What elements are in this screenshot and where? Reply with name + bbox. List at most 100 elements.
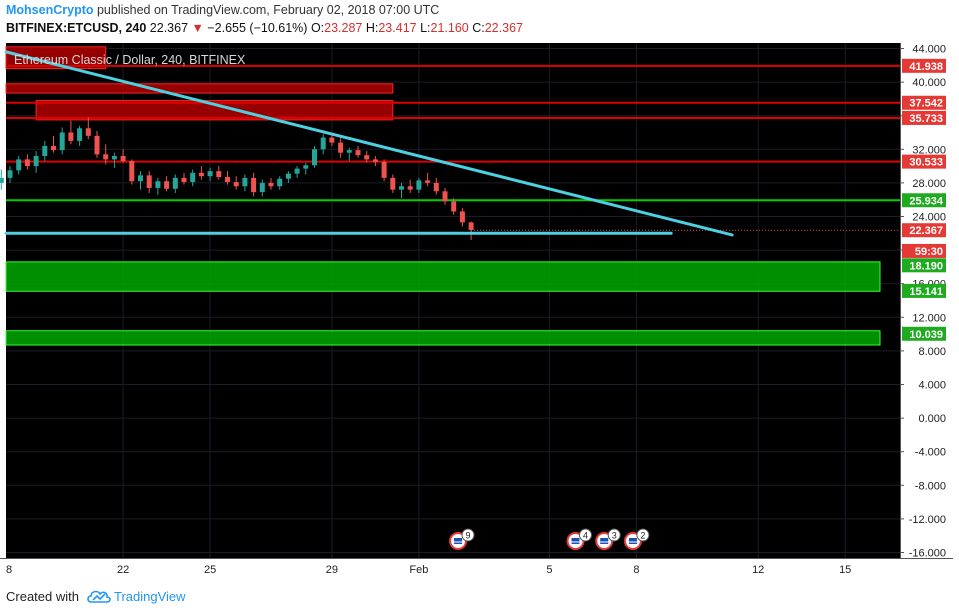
candle-body xyxy=(381,161,387,178)
candle-body xyxy=(425,180,431,183)
flag-canton xyxy=(454,538,463,544)
candle-body xyxy=(225,177,230,183)
candle-body xyxy=(207,171,213,177)
price-tag xyxy=(902,223,946,238)
chart-background xyxy=(6,43,900,558)
candle-body xyxy=(138,175,143,182)
open-label: O: xyxy=(310,21,325,35)
event-count-badge xyxy=(636,528,650,542)
x-tick-label: Feb xyxy=(409,564,428,576)
event-count-badge xyxy=(607,528,621,542)
candle-body xyxy=(303,165,309,169)
price-tag xyxy=(902,283,946,298)
symbol-line: BITFINEX:ETCUSD, 240 22.367 ▼ −2.655 (−1… xyxy=(6,21,523,35)
price-tag-label: 37.542 xyxy=(909,98,943,110)
candle-body xyxy=(190,172,196,183)
trend-line xyxy=(4,50,734,237)
price-tag-label: 35.733 xyxy=(909,113,943,125)
y-tick-label: 40.000 xyxy=(912,77,946,89)
event-count-badge xyxy=(579,528,592,542)
y-tick-label: -8.000 xyxy=(915,480,946,492)
candle-body xyxy=(172,177,178,189)
flag-canton xyxy=(600,538,609,544)
y-tick-label: 24.000 xyxy=(912,212,946,224)
y-tick-label: -12.000 xyxy=(909,514,946,526)
candle-body xyxy=(442,191,448,202)
candle-body xyxy=(51,145,56,151)
candle-body xyxy=(433,182,439,192)
candle-body xyxy=(285,173,291,179)
candle-body xyxy=(312,149,317,166)
price-tag-label: 18.190 xyxy=(909,260,943,272)
candle-body xyxy=(129,161,135,182)
event-count: 2 xyxy=(640,531,645,541)
event-count-badge xyxy=(461,528,475,542)
open-value: 23.287 xyxy=(324,21,363,35)
high-label: H: xyxy=(365,21,379,35)
flag-canton xyxy=(571,538,580,544)
candle-body xyxy=(24,159,30,167)
price-tag xyxy=(902,110,946,125)
candle-body xyxy=(216,171,222,178)
price-tag-label: 59:30 xyxy=(915,246,943,258)
tradingview-link[interactable]: TradingView xyxy=(114,589,186,604)
price-tag xyxy=(902,58,946,73)
time-axis[interactable] xyxy=(0,558,953,578)
price-tag-label: 25.934 xyxy=(909,195,944,207)
high-value: 23.417 xyxy=(378,21,417,35)
price-tag-label: 41.938 xyxy=(909,61,943,73)
y-tick-label: 8.000 xyxy=(918,346,946,358)
candle-body xyxy=(251,177,257,193)
candle-body xyxy=(33,156,39,167)
candle-body xyxy=(468,222,474,230)
candle-body xyxy=(155,181,161,188)
price-tag xyxy=(902,258,946,273)
candle-body xyxy=(372,159,378,162)
candle-body xyxy=(364,155,370,160)
low-label: L: xyxy=(420,21,431,35)
x-tick-label: 25 xyxy=(204,564,216,576)
y-tick-label: -4.000 xyxy=(915,447,946,459)
candle-body xyxy=(103,154,109,160)
price-tag-label: 30.533 xyxy=(909,157,943,169)
published-text: published on TradingView.com, February 0… xyxy=(96,3,440,17)
price-tag xyxy=(902,193,946,208)
candle-body xyxy=(94,135,100,155)
price-tag xyxy=(902,95,946,110)
price-zone xyxy=(5,261,881,292)
candle-body xyxy=(294,168,300,174)
candle-body xyxy=(233,182,239,187)
price-zone xyxy=(5,83,394,94)
flag-canton xyxy=(628,538,637,544)
price-axis[interactable] xyxy=(900,43,953,558)
x-tick-label: 5 xyxy=(546,564,552,576)
y-tick-label: 28.000 xyxy=(912,178,946,190)
price-tag xyxy=(902,326,946,341)
author-link[interactable]: MohsenCrypto xyxy=(6,3,94,17)
publish-line: MohsenCrypto published on TradingView.co… xyxy=(6,3,439,17)
candle-body xyxy=(120,156,126,162)
down-arrow-icon: ▼ xyxy=(191,21,204,35)
y-tick-label: -16.000 xyxy=(909,548,946,560)
event-count: 4 xyxy=(583,531,588,541)
tradingview-cloud-icon xyxy=(86,589,111,606)
candle-body xyxy=(7,170,13,178)
candle-body xyxy=(0,177,4,183)
price-tag xyxy=(902,154,946,169)
candle-body xyxy=(111,156,117,160)
x-tick-label: 12 xyxy=(752,564,764,576)
candle-body xyxy=(346,150,352,153)
price-tag xyxy=(902,243,946,258)
price-tag-label: 15.141 xyxy=(909,286,943,298)
candle-body xyxy=(164,181,170,189)
candle-body xyxy=(277,178,283,187)
low-value: 21.160 xyxy=(430,21,469,35)
candle-body xyxy=(329,137,335,143)
close-value: 22.367 xyxy=(484,21,523,35)
candle-body xyxy=(181,177,187,183)
y-tick-label: 44.000 xyxy=(912,44,946,56)
candle-body xyxy=(146,175,152,188)
symbol-name: BITFINEX:ETCUSD, 240 xyxy=(6,21,147,35)
created-with-text: Created with xyxy=(6,589,79,604)
